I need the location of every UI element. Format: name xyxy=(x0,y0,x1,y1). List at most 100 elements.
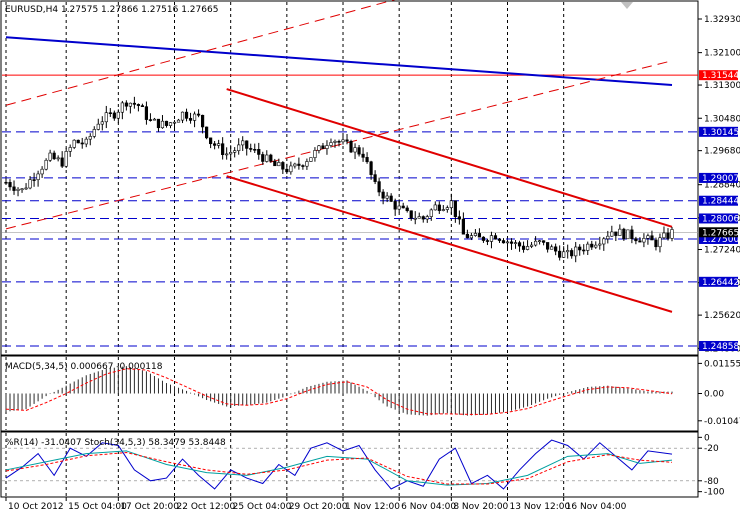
candle-body xyxy=(249,148,253,150)
candle-body xyxy=(192,113,197,121)
trend-line xyxy=(5,0,396,106)
candle-body xyxy=(401,205,405,209)
candle-body xyxy=(329,142,333,146)
candle-body xyxy=(574,246,578,257)
candle-body xyxy=(317,145,321,151)
candle-body xyxy=(152,118,157,121)
stoch-panel-frame xyxy=(0,431,699,498)
level-price-label: 1.27500 xyxy=(702,235,739,245)
candle-body xyxy=(566,250,570,253)
level-price-tag xyxy=(699,172,738,183)
candle-body xyxy=(281,162,285,170)
candle-body xyxy=(405,207,409,212)
candle-body xyxy=(373,174,377,182)
candle-body xyxy=(108,112,112,115)
candle-body xyxy=(594,244,598,248)
candle-body xyxy=(349,140,353,153)
candle-body xyxy=(558,250,562,258)
candle-body xyxy=(586,243,590,251)
candle-body xyxy=(277,162,281,167)
chart-shift-icon[interactable] xyxy=(621,2,633,9)
price-y-tick-label: 1.29680 xyxy=(704,147,740,157)
candle-body xyxy=(634,238,638,242)
candle-body xyxy=(393,201,397,210)
candle-body xyxy=(180,111,185,121)
candle-body xyxy=(477,233,482,238)
candle-body xyxy=(225,153,229,156)
candle-body xyxy=(76,139,80,144)
candle-body xyxy=(325,145,329,149)
candle-body xyxy=(184,111,189,119)
level-price-label: 1.28444 xyxy=(702,197,739,207)
candle-body xyxy=(602,238,606,245)
stoch-series-line xyxy=(5,452,673,485)
candle-body xyxy=(92,129,96,137)
candle-body xyxy=(4,181,8,184)
candle-body xyxy=(188,118,193,121)
candle-body xyxy=(140,105,145,107)
candle-body xyxy=(469,235,473,239)
candle-body xyxy=(12,186,16,191)
candle-body xyxy=(497,238,502,241)
candle-body xyxy=(361,153,365,158)
candle-body xyxy=(485,240,490,242)
candle-body xyxy=(453,200,457,217)
candle-body xyxy=(209,137,213,145)
candle-body xyxy=(614,231,618,236)
x-tick-label: 16 Nov 04:00 xyxy=(566,502,627,512)
candle-body xyxy=(52,152,56,160)
candle-body xyxy=(269,154,273,162)
stoch-panel-title: %R(14) -31.0407 Stoch(34,5,3) 58.3479 53… xyxy=(5,438,226,448)
candle-body xyxy=(513,242,518,244)
candle-body xyxy=(24,187,28,190)
candle-body xyxy=(196,113,201,116)
candle-body xyxy=(550,246,554,250)
candle-body xyxy=(533,240,538,246)
level-price-label: 1.28006 xyxy=(702,214,739,224)
candle-body xyxy=(473,233,478,236)
level-price-tag xyxy=(699,233,738,244)
level-price-label: 1.31544 xyxy=(702,71,739,81)
candle-body xyxy=(429,209,433,217)
candle-body xyxy=(104,112,108,123)
candle-body xyxy=(654,239,658,248)
candle-body xyxy=(156,118,161,129)
candle-body xyxy=(590,243,594,248)
stoch-series-line xyxy=(5,439,673,490)
candle-body xyxy=(261,154,265,162)
candle-body xyxy=(241,140,245,146)
candle-body xyxy=(160,120,165,129)
level-price-label: 1.24858 xyxy=(702,342,739,352)
candle-body xyxy=(68,147,72,152)
level-price-tag xyxy=(699,195,738,206)
candle-body xyxy=(100,121,104,125)
candle-body xyxy=(437,204,441,211)
candle-body xyxy=(221,143,225,156)
candle-body xyxy=(8,182,12,188)
candle-body xyxy=(582,249,586,252)
candle-body xyxy=(538,240,542,243)
level-price-tag xyxy=(699,340,738,351)
candle-body xyxy=(148,119,153,121)
candle-body xyxy=(80,142,84,145)
price-y-tick-label: 1.25620 xyxy=(704,311,740,321)
candle-body xyxy=(257,149,261,155)
candle-body xyxy=(666,232,670,239)
candle-body xyxy=(646,235,650,239)
stoch-series-line xyxy=(5,450,673,486)
candle-body xyxy=(598,243,602,246)
candle-body xyxy=(333,140,337,143)
candle-body xyxy=(96,123,100,130)
candle-body xyxy=(421,216,425,220)
candle-body xyxy=(457,216,461,220)
candle-body xyxy=(132,102,136,105)
candle-body xyxy=(441,209,445,211)
candle-body xyxy=(662,232,666,239)
candle-body xyxy=(164,120,169,126)
candle-body xyxy=(217,143,221,146)
level-price-tag xyxy=(699,213,738,224)
level-price-label: 1.30145 xyxy=(702,128,739,138)
macd-y-tick-label: -0.01047 xyxy=(704,417,740,427)
candle-body xyxy=(144,106,149,120)
